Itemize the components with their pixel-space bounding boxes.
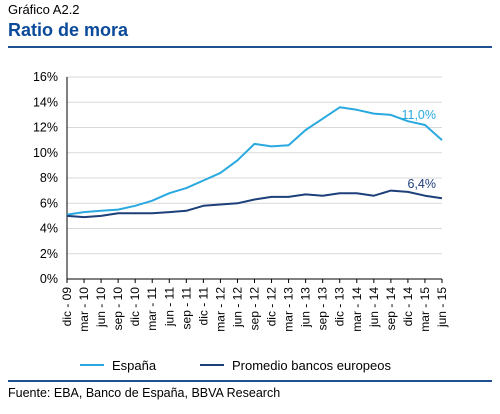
chart-title: Ratio de mora <box>8 20 129 40</box>
y-tick-label: 12% <box>33 121 58 135</box>
x-tick-label: jun - 15 <box>435 287 449 328</box>
x-tick-label: dic - 10 <box>128 287 142 327</box>
axes <box>66 77 443 283</box>
y-tick-label: 8% <box>40 171 58 185</box>
footer-rule <box>8 380 492 382</box>
y-tick-labels: 0% 2% 4% 6% 8% 10% 12% 14% 16% <box>33 70 58 286</box>
x-tick-label: mar - 13 <box>282 287 296 332</box>
x-tick-label: jun - 10 <box>94 287 108 328</box>
x-tick-label: jun - 12 <box>230 287 244 328</box>
x-tick-label: jun - 14 <box>367 287 381 328</box>
x-tick-label: mar - 12 <box>213 287 227 332</box>
y-tick-label: 0% <box>40 272 58 286</box>
series-lines <box>66 106 443 219</box>
source-note: Fuente: EBA, Banco de España, BBVA Resea… <box>8 386 281 400</box>
x-tick-label: dic - 14 <box>401 287 415 327</box>
y-tick-label: 2% <box>40 247 58 261</box>
x-tick-label: dic - 13 <box>333 287 347 327</box>
x-tick-label: dic - 12 <box>265 287 279 327</box>
end-label-europa: 6,4% <box>408 177 437 191</box>
x-tick-label: dic - 09 <box>60 287 74 327</box>
series-line-espana <box>66 106 443 216</box>
series-line-europa <box>66 189 443 219</box>
x-tick-label: mar - 11 <box>145 287 159 331</box>
end-labels: 11,0% 6,4% <box>401 108 436 191</box>
x-tick-label: mar - 15 <box>418 287 432 332</box>
y-tick-label: 14% <box>33 95 58 109</box>
grid-lines <box>67 76 442 255</box>
title-rule <box>8 46 492 48</box>
x-tick-label: jun - 11 <box>162 287 176 327</box>
legend: España Promedio bancos europeos <box>80 358 391 373</box>
y-tick-label: 4% <box>40 222 58 236</box>
legend-espana-label: España <box>112 358 157 373</box>
y-tick-label: 16% <box>33 70 58 84</box>
x-tick-label: jun - 13 <box>299 287 313 328</box>
x-tick-label: sep - 11 <box>179 287 193 330</box>
legend-europa-label: Promedio bancos europeos <box>232 358 391 373</box>
x-tick-label: sep - 10 <box>111 287 125 331</box>
x-tick-label: mar - 10 <box>77 287 91 332</box>
chart-kicker: Gráfico A2.2 <box>8 2 80 17</box>
x-tick-label: sep - 14 <box>384 287 398 331</box>
x-tick-label: sep - 13 <box>316 287 330 331</box>
x-tick-labels: dic - 09 mar - 10 jun - 10 sep - 10 dic - 10… <box>60 287 449 332</box>
x-tick-label: sep - 12 <box>248 287 262 331</box>
y-tick-label: 6% <box>40 196 58 210</box>
x-tick-label: mar - 14 <box>350 287 364 332</box>
y-tick-label: 10% <box>33 146 58 160</box>
end-label-espana: 11,0% <box>401 108 436 122</box>
x-tick-label: dic - 11 <box>196 287 210 326</box>
